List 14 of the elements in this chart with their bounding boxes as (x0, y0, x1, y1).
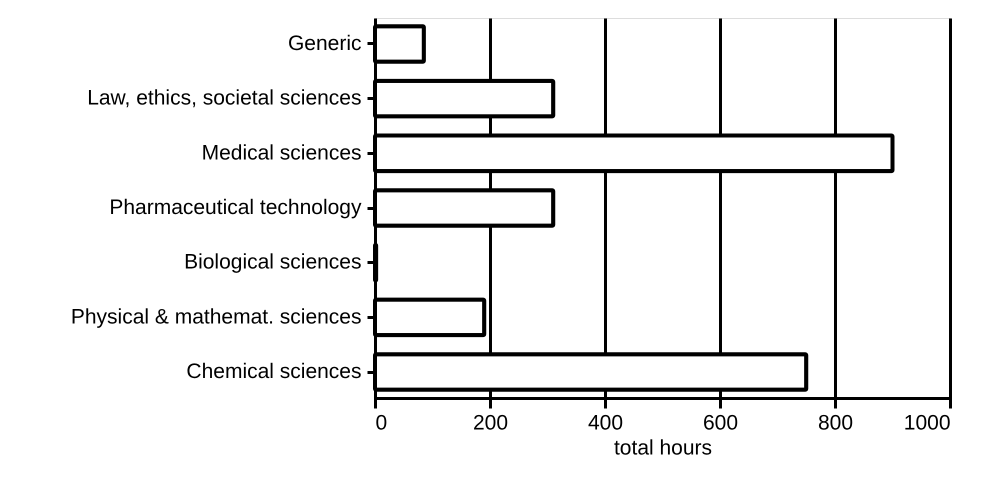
y-tick-label: Chemical sciences (186, 360, 362, 384)
x-tick-label: 800 (818, 412, 854, 434)
x-tick-label: 400 (588, 412, 624, 434)
y-tick-label: Pharmaceutical technology (109, 196, 362, 219)
x-axis-title: total hours (614, 436, 712, 460)
y-tick-label: Law, ethics, societal sciences (87, 86, 362, 110)
y-tick-label: Generic (288, 32, 362, 55)
x-tick-label: 600 (702, 412, 738, 434)
x-tick-label: 200 (472, 412, 508, 434)
x-tick-label: 0 (376, 412, 388, 434)
x-tick-label: 1000 (904, 412, 950, 434)
y-tick-label: Physical & mathemat. sciences (70, 305, 362, 328)
y-tick-label: Biological sciences (184, 250, 362, 274)
y-tick-label: Medical sciences (202, 141, 362, 164)
